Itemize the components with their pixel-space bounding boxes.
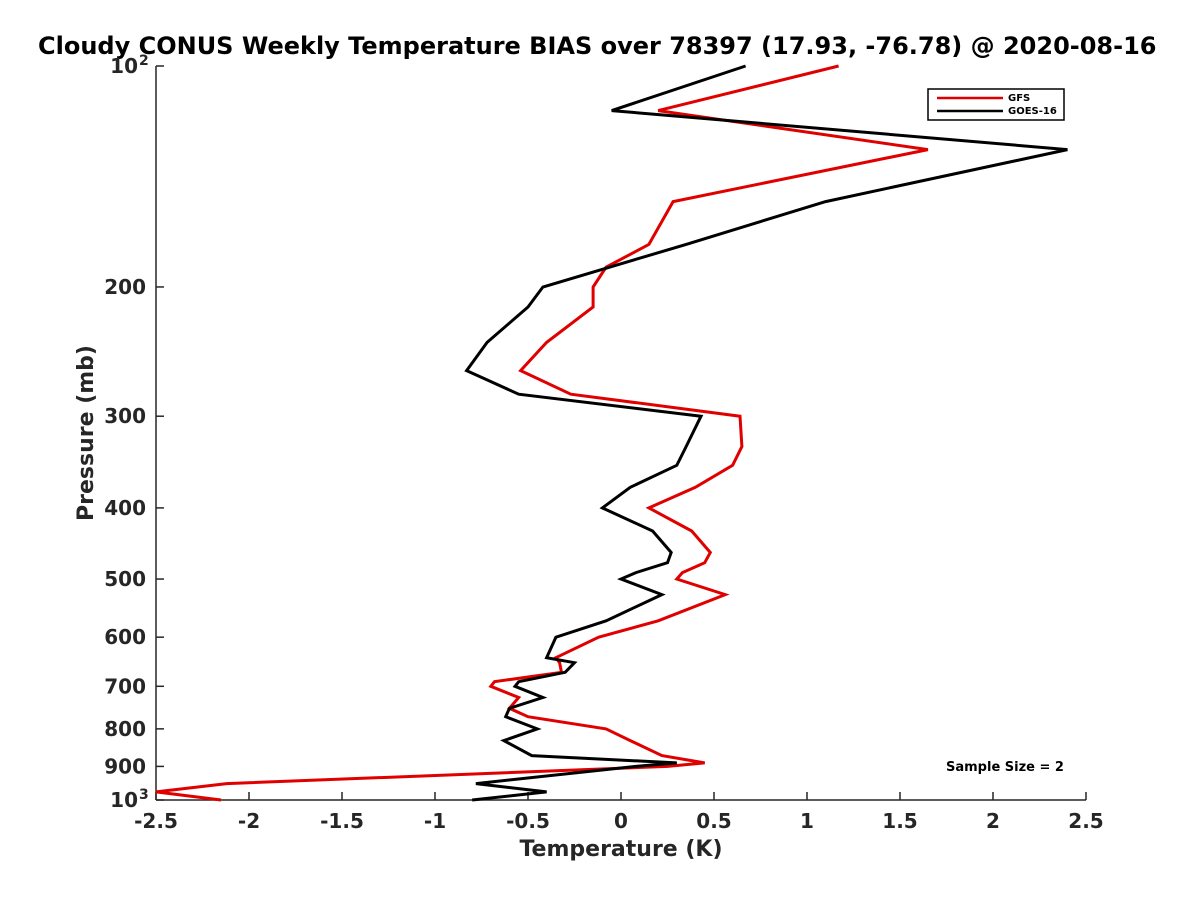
x-tick-label: -1 [424,809,446,833]
y-tick-label: 400 [104,496,146,520]
x-axis-title: Temperature (K) [519,837,722,862]
y-tick-label: 500 [104,567,146,591]
chart-title: Cloudy CONUS Weekly Temperature BIAS ove… [38,32,1156,60]
x-tick-label: -2 [238,809,260,833]
y-tick-label: 600 [104,625,146,649]
x-ticks: -2.5 -2 -1.5 -1 -0.5 0 0.5 1 1.5 2 2.5 [134,792,1104,833]
y-tick-label: 800 [104,717,146,741]
series-line-goes-16 [464,64,1068,802]
x-tick-label: 2 [986,809,1000,833]
x-tick-label: 1.5 [882,809,917,833]
y-tick-label: 10 [110,54,138,78]
series-line-gfs [155,64,929,802]
y-tick-label: 300 [104,404,146,428]
x-tick-label: 0 [614,809,628,833]
series-lines [155,64,1068,802]
x-tick-label: -2.5 [134,809,178,833]
y-tick-label: 700 [104,674,146,698]
x-tick-label: 2.5 [1068,809,1103,833]
x-tick-label: -1.5 [320,809,364,833]
y-tick-label: 900 [104,754,146,778]
x-tick-label: 0.5 [696,809,731,833]
y-axis-title: Pressure (mb) [74,345,99,521]
y-tick-label: 10 [110,788,138,812]
legend-box [927,88,1065,121]
legend-label-goes16: GOES-16 [1008,106,1057,117]
y-tick-label: 200 [104,275,146,299]
y-tick-exponent: 2 [139,53,149,69]
plot-area: -2.5 -2 -1.5 -1 -0.5 0 0.5 1 1.5 2 2.5 10 220030040… [104,53,1103,833]
legend: GFS GOES-16 [927,88,1065,121]
x-tick-label: -0.5 [506,809,550,833]
legend-label-gfs: GFS [1008,93,1030,104]
y-tick-exponent: 3 [139,787,149,803]
sample-size-annotation: Sample Size = 2 [946,760,1064,775]
x-tick-label: 1 [800,809,814,833]
